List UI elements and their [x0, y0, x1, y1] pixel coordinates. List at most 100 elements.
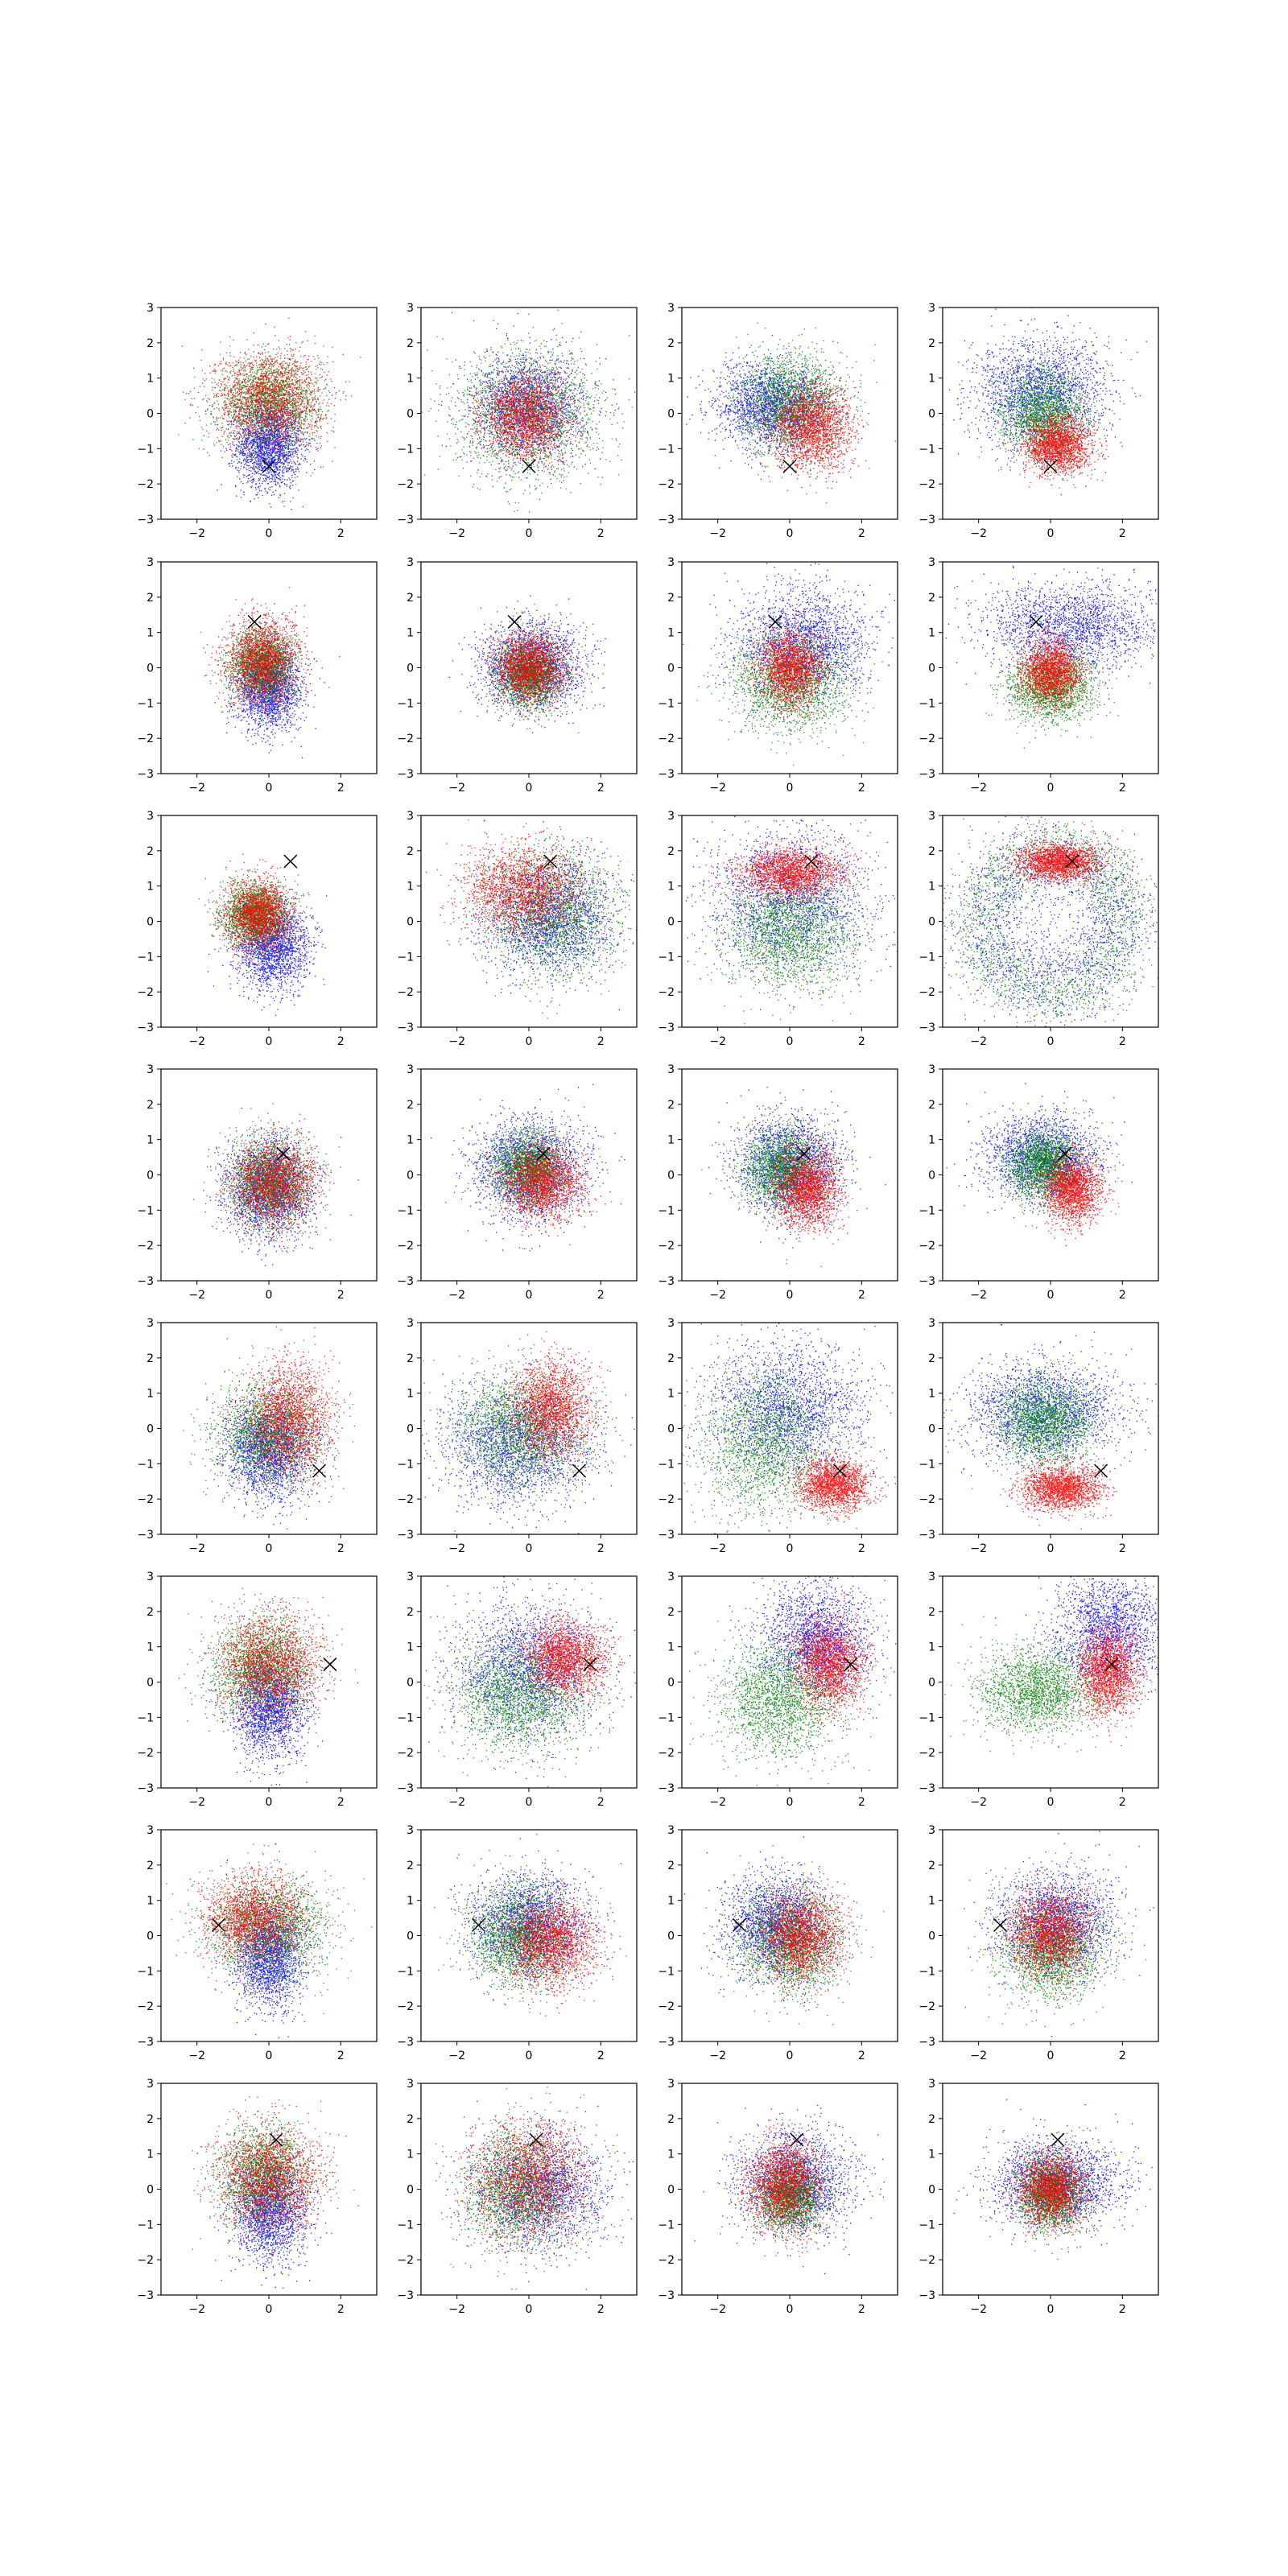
y-tick-label: 2 [667, 1860, 675, 1872]
x-marker [313, 1464, 326, 1477]
y-tick-label: 2 [147, 1606, 154, 1619]
x-tick-label: 2 [1119, 1289, 1126, 1302]
series-blue [605, 779, 944, 1010]
x-tick-label: 2 [597, 1796, 605, 1809]
y-tick-label: 1 [667, 1641, 675, 1654]
x-tick-label: 2 [1119, 1796, 1126, 1809]
y-tick-label: 2 [667, 1352, 675, 1365]
x-tick-label: −2 [448, 1542, 465, 1555]
x-tick-label: −2 [970, 1796, 987, 1809]
x-tick-label: −2 [970, 1542, 987, 1555]
y-tick-label: 3 [147, 1063, 154, 1076]
y-tick-label: 2 [928, 1099, 935, 1112]
scatter-points [415, 291, 646, 541]
y-tick-label: 1 [407, 373, 414, 386]
y-tick-label: −3 [658, 2289, 675, 2302]
axes-frame [943, 1069, 1158, 1281]
x-tick-label: 0 [526, 782, 533, 795]
series-blue [654, 1298, 896, 1524]
y-tick-label: 1 [928, 373, 935, 386]
x-tick-label: 0 [786, 1289, 794, 1302]
y-tick-label: 0 [407, 1170, 414, 1183]
x-tick-label: 0 [266, 1289, 273, 1302]
y-tick-label: 2 [667, 1606, 675, 1619]
x-tick-label: −2 [709, 2303, 726, 2316]
y-tick-label: −3 [919, 514, 935, 526]
series-blue [209, 2112, 331, 2319]
x-marker [522, 460, 535, 473]
x-tick-label: −2 [709, 782, 726, 795]
scatter-points [936, 1083, 1133, 1246]
y-tick-label: 1 [928, 1134, 935, 1147]
y-tick-label: 2 [407, 845, 414, 858]
y-tick-label: 3 [407, 1824, 414, 1837]
scatter-points [931, 1528, 1221, 1754]
y-tick-label: 1 [407, 1641, 414, 1654]
scatter-points [605, 779, 944, 1045]
y-tick-label: −3 [137, 1022, 154, 1034]
series-red [182, 318, 350, 488]
y-tick-label: −2 [137, 2254, 154, 2267]
y-tick-label: −2 [137, 478, 154, 491]
y-tick-label: 0 [667, 1170, 675, 1183]
x-marker [284, 855, 297, 868]
y-tick-label: 3 [407, 1317, 414, 1330]
y-tick-label: −1 [137, 1965, 154, 1978]
y-tick-label: 2 [147, 1099, 154, 1112]
y-tick-label: 1 [147, 1895, 154, 1908]
y-tick-label: −3 [397, 1529, 414, 1542]
y-tick-label: 3 [407, 810, 414, 823]
x-tick-label: 2 [1119, 1035, 1126, 1048]
x-marker [573, 1464, 586, 1477]
x-tick-label: 2 [1119, 2303, 1126, 2316]
y-tick-label: 3 [147, 556, 154, 569]
y-tick-label: −1 [658, 443, 675, 456]
y-tick-label: 0 [667, 1423, 675, 1436]
x-tick-label: 2 [858, 782, 865, 795]
scatter-points [964, 1831, 1183, 2037]
y-tick-label: −3 [137, 1529, 154, 1542]
x-tick-label: 0 [1047, 1796, 1055, 1809]
y-tick-label: 2 [407, 592, 414, 605]
series-red [750, 360, 896, 503]
y-tick-label: 3 [147, 1571, 154, 1583]
y-tick-label: 0 [407, 916, 414, 929]
y-tick-label: 0 [928, 1930, 935, 1943]
y-tick-label: 0 [928, 1423, 935, 1436]
y-tick-label: −1 [137, 1711, 154, 1724]
scatter-points [654, 1298, 896, 1554]
x-tick-label: −2 [709, 1035, 726, 1048]
y-tick-label: 0 [667, 2184, 675, 2197]
y-tick-label: 0 [928, 2184, 935, 2197]
x-tick-label: −2 [448, 782, 465, 795]
scatter-points [403, 1331, 646, 1546]
x-tick-label: 2 [597, 2050, 605, 2062]
y-tick-label: 1 [667, 627, 675, 640]
y-tick-label: 2 [407, 1606, 414, 1619]
x-tick-label: −2 [709, 1289, 726, 1302]
y-tick-label: −2 [919, 986, 935, 999]
y-tick-label: 3 [928, 810, 935, 823]
y-tick-label: 0 [667, 916, 675, 929]
x-tick-label: 2 [597, 1542, 605, 1555]
y-tick-label: 1 [407, 1388, 414, 1401]
y-tick-label: 2 [147, 1860, 154, 1872]
y-tick-label: 3 [147, 2078, 154, 2091]
y-tick-label: 3 [147, 1824, 154, 1837]
y-tick-label: 0 [407, 663, 414, 675]
x-tick-label: 0 [266, 2050, 273, 2062]
x-tick-label: 0 [786, 782, 794, 795]
y-tick-label: 2 [147, 2113, 154, 2126]
y-tick-label: 1 [667, 373, 675, 386]
series-red [1007, 618, 1098, 729]
x-tick-label: 0 [786, 1796, 794, 1809]
y-tick-label: 3 [407, 1063, 414, 1076]
x-tick-label: 0 [1047, 782, 1055, 795]
y-tick-label: 0 [147, 1423, 154, 1436]
series-blue [448, 1834, 621, 2000]
